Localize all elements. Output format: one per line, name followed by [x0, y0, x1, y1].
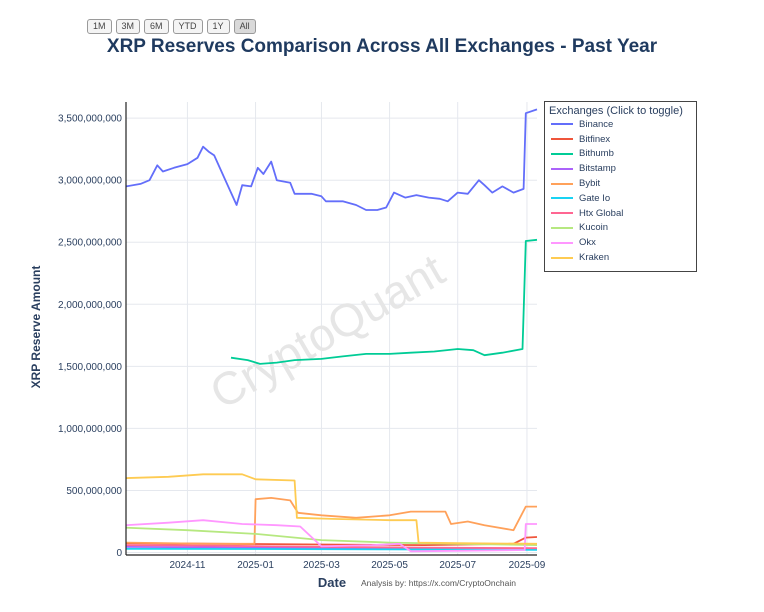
legend-label: Bybit	[579, 178, 601, 190]
legend-label: Kraken	[579, 252, 610, 264]
legend-swatch	[551, 123, 573, 126]
grid-lines	[126, 102, 537, 555]
legend-item-htx-global[interactable]: Htx Global	[545, 206, 696, 221]
legend-item-bybit[interactable]: Bybit	[545, 176, 696, 191]
watermark-layer: CryptoQuant	[201, 243, 453, 419]
legend-item-bithumb[interactable]: Bithumb	[545, 147, 696, 162]
legend-item-okx[interactable]: Okx	[545, 235, 696, 250]
series-line-kraken	[125, 473, 538, 545]
legend-label: Okx	[579, 237, 596, 249]
y-tick-label: 500,000,000	[66, 486, 122, 497]
chart-title: XRP Reserves Comparison Across All Excha…	[106, 36, 658, 57]
legend-label: Gate Io	[579, 192, 611, 204]
y-tick-label: 3,000,000,000	[58, 176, 122, 187]
legend-item-binance[interactable]: Binance	[545, 117, 696, 132]
legend-swatch	[551, 256, 573, 259]
series-lines	[125, 108, 538, 553]
range-button-all[interactable]: All	[233, 19, 256, 34]
legend-item-kraken[interactable]: Kraken	[545, 250, 696, 265]
legend-swatch	[551, 197, 573, 200]
legend-swatch	[551, 167, 573, 170]
legend-label: Bitfinex	[579, 133, 611, 145]
x-tick-label: 2025-07	[439, 560, 476, 571]
legend-swatch	[551, 226, 573, 229]
y-tick-label: 0	[116, 548, 122, 559]
legend-item-gate-io[interactable]: Gate Io	[545, 191, 696, 206]
y-tick-label: 1,000,000,000	[58, 424, 122, 435]
range-button-6m[interactable]: 6M	[144, 19, 169, 34]
legend-swatch	[551, 241, 573, 244]
series-line-bybit	[125, 496, 537, 545]
y-tick-label: 1,500,000,000	[58, 362, 122, 373]
legend-item-bitfinex[interactable]: Bitfinex	[545, 132, 696, 147]
series-line-gate-io	[125, 547, 538, 551]
tick-labels: 0 500,000,000 1,000,000,000 1,500,000,000 2,…	[58, 114, 546, 571]
watermark: CryptoQuant	[201, 243, 453, 419]
x-tick-label: 2025-05	[371, 560, 408, 571]
legend-swatch	[551, 152, 573, 155]
legend: Exchanges (Click to toggle) Binance Bitfi…	[544, 101, 697, 272]
legend-label: Htx Global	[579, 207, 624, 219]
y-tick-label: 2,000,000,000	[58, 300, 122, 311]
legend-label: Kucoin	[579, 222, 609, 234]
range-button-ytd[interactable]: YTD	[172, 19, 203, 34]
legend-item-bitstamp[interactable]: Bitstamp	[545, 161, 696, 176]
series-line-binance	[125, 108, 538, 211]
range-button-1y[interactable]: 1Y	[206, 19, 230, 34]
credit-text: Analysis by: https://x.com/CryptoOnchain	[361, 578, 516, 588]
legend-title: Exchanges (Click to toggle)	[549, 105, 683, 117]
axes	[125, 102, 537, 556]
legend-swatch	[551, 138, 573, 141]
x-tick-label: 2025-01	[237, 560, 274, 571]
range-button-3m[interactable]: 3M	[115, 19, 141, 34]
x-tick-label: 2025-03	[303, 560, 340, 571]
series-line-okx	[125, 519, 537, 553]
legend-swatch	[551, 212, 573, 215]
range-selector: 1M 3M 6M YTD 1Y All	[87, 19, 256, 34]
x-tick-label: 2025-09	[509, 560, 546, 571]
y-tick-label: 3,500,000,000	[58, 114, 122, 125]
y-tick-label: 2,500,000,000	[58, 238, 122, 249]
legend-items: Binance Bitfinex Bithumb Bitstamp Bybit Gate …	[545, 117, 696, 265]
series-line-bithumb	[230, 238, 538, 365]
legend-label: Bithumb	[579, 148, 614, 160]
x-axis-label: Date	[318, 575, 346, 590]
legend-swatch	[551, 182, 573, 185]
legend-label: Binance	[579, 118, 614, 130]
legend-item-kucoin[interactable]: Kucoin	[545, 221, 696, 236]
y-axis-label: XRP Reserve Amount	[29, 266, 43, 389]
x-tick-label: 2024-11	[169, 560, 205, 571]
range-button-1m[interactable]: 1M	[87, 19, 112, 34]
legend-label: Bitstamp	[579, 163, 616, 175]
